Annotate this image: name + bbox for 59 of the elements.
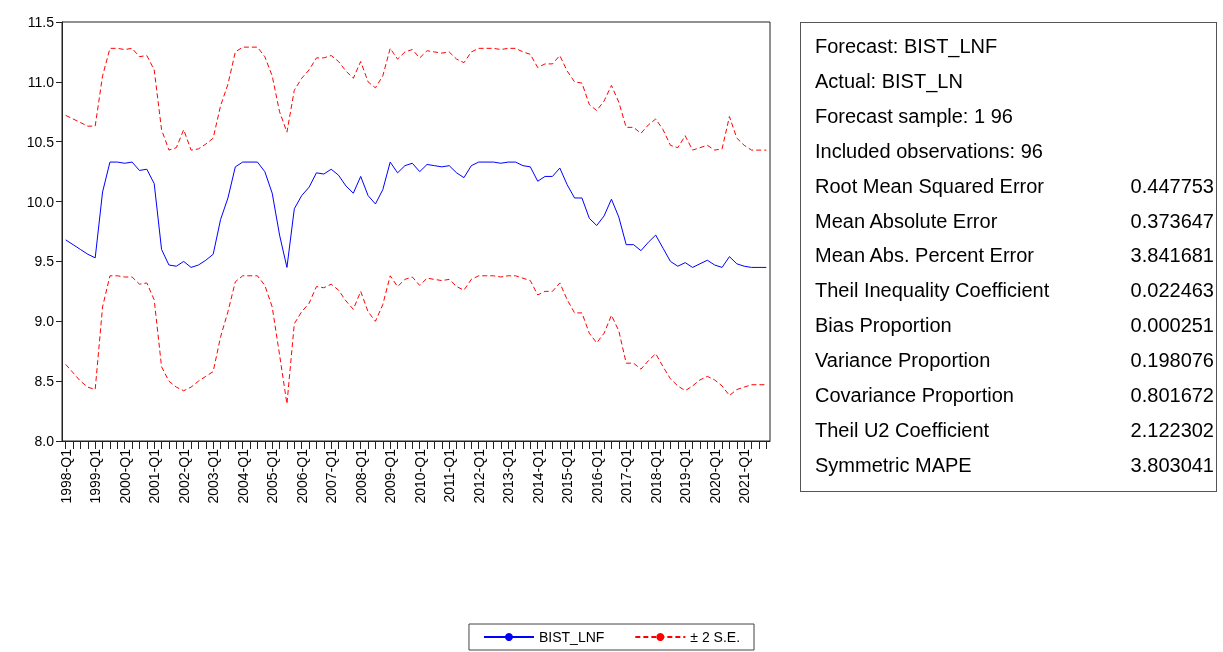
category-label: Theil Inequality Coefficient: [815, 278, 1050, 304]
y-tick-label: 8.5: [34, 373, 55, 390]
y-tick-label: 9.0: [34, 313, 55, 330]
text: Forecast sample: 1 96: [815, 103, 1013, 129]
x-tick-label: 2009-Q1: [382, 448, 399, 504]
x-tick-label: 2014-Q1: [529, 448, 546, 504]
y-tick-label: 11.0: [27, 73, 55, 90]
y-tick-label: 10.5: [26, 133, 55, 150]
x-tick-label: 2018-Q1: [647, 448, 664, 504]
text: 3.803041: [1130, 453, 1214, 476]
category-label: Bias Proportion: [815, 313, 952, 339]
legend-label: ± 2 S.E.: [690, 629, 741, 645]
category-label: Variance Proportion: [815, 348, 991, 374]
line-series: [65, 161, 767, 268]
x-tick-label: 2007-Q1: [323, 448, 340, 504]
x-tick-label: 1999-Q1: [87, 448, 104, 504]
text: Actual: BIST_LN: [815, 68, 963, 95]
category-label: Mean Absolute Error: [815, 208, 998, 234]
x-tick-label: 2015-Q1: [559, 448, 576, 504]
x-tick-label: 2010-Q1: [411, 448, 428, 504]
x-tick-label: 2006-Q1: [293, 448, 310, 504]
x-tick-label: 2005-Q1: [264, 448, 281, 504]
x-tick-label: 2021-Q1: [736, 448, 753, 504]
y-tick-label: 11.5: [27, 14, 55, 30]
y-tick-label: 10.0: [26, 193, 55, 210]
text: 0.447753: [1130, 174, 1214, 197]
x-tick-label: 2000-Q1: [116, 448, 133, 504]
x-tick-label: 2013-Q1: [500, 448, 517, 504]
legend-label: BIST_LNF: [538, 629, 605, 645]
text: Forecast: BIST_LNF: [815, 34, 998, 60]
y-tick-label: 8.0: [34, 433, 55, 449]
x-tick-label: 2012-Q1: [470, 448, 487, 504]
x-tick-label: 2008-Q1: [352, 448, 369, 504]
text: 3.841681: [1130, 244, 1214, 267]
category-label: Symmetric MAPE: [815, 452, 972, 478]
x-tick-label: 2016-Q1: [588, 448, 605, 504]
x-tick-label: 2004-Q1: [234, 448, 251, 504]
line-series: [65, 275, 767, 405]
x-tick-label: 2002-Q1: [175, 448, 192, 504]
x-tick-label: 2017-Q1: [618, 448, 635, 504]
x-tick-label: 2011-Q1: [441, 448, 458, 503]
x-tick-label: 1998-Q1: [57, 448, 74, 504]
y-tick-label: 9.5: [34, 253, 55, 270]
text: 0.801672: [1130, 384, 1214, 407]
text: 0.000251: [1130, 314, 1214, 337]
x-tick-label: 2003-Q1: [205, 448, 222, 504]
text: 0.373647: [1130, 209, 1214, 232]
text: Included observations: 96: [815, 138, 1043, 164]
category-label: Theil U2 Coefficient: [815, 417, 990, 443]
x-tick-label: 2019-Q1: [677, 448, 694, 504]
text: 0.198076: [1130, 349, 1214, 372]
category-label: Root Mean Squared Error: [815, 173, 1045, 199]
line-series: [65, 46, 767, 151]
x-tick-label: 2001-Q1: [146, 448, 163, 504]
x-tick-label: 2020-Q1: [706, 448, 723, 504]
text: 2.122302: [1130, 418, 1214, 441]
category-label: Covariance Proportion: [815, 383, 1014, 409]
category-label: Mean Abs. Percent Error: [815, 243, 1034, 269]
text: 0.022463: [1130, 279, 1214, 302]
